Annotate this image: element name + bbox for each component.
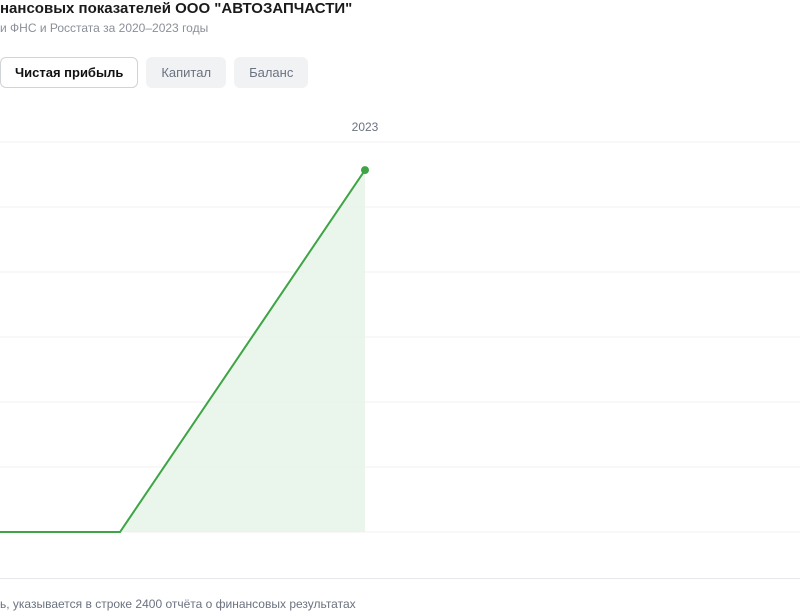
divider (0, 578, 800, 579)
year-label-2023: 2023 (352, 120, 379, 134)
page-title: нансовых показателей ООО "АВТОЗАПЧАСТИ" (0, 0, 800, 17)
metric-tabs: Чистая прибыль Капитал Баланс (0, 57, 800, 88)
line-chart (0, 102, 800, 572)
chart-area: 2023 (0, 102, 800, 572)
footnote-text: ь, указывается в строке 2400 отчёта о фи… (0, 597, 800, 611)
tab-capital[interactable]: Капитал (146, 57, 226, 88)
tab-balance[interactable]: Баланс (234, 57, 308, 88)
tab-net-profit[interactable]: Чистая прибыль (0, 57, 138, 88)
page-subtitle: и ФНС и Росстата за 2020–2023 годы (0, 21, 800, 35)
